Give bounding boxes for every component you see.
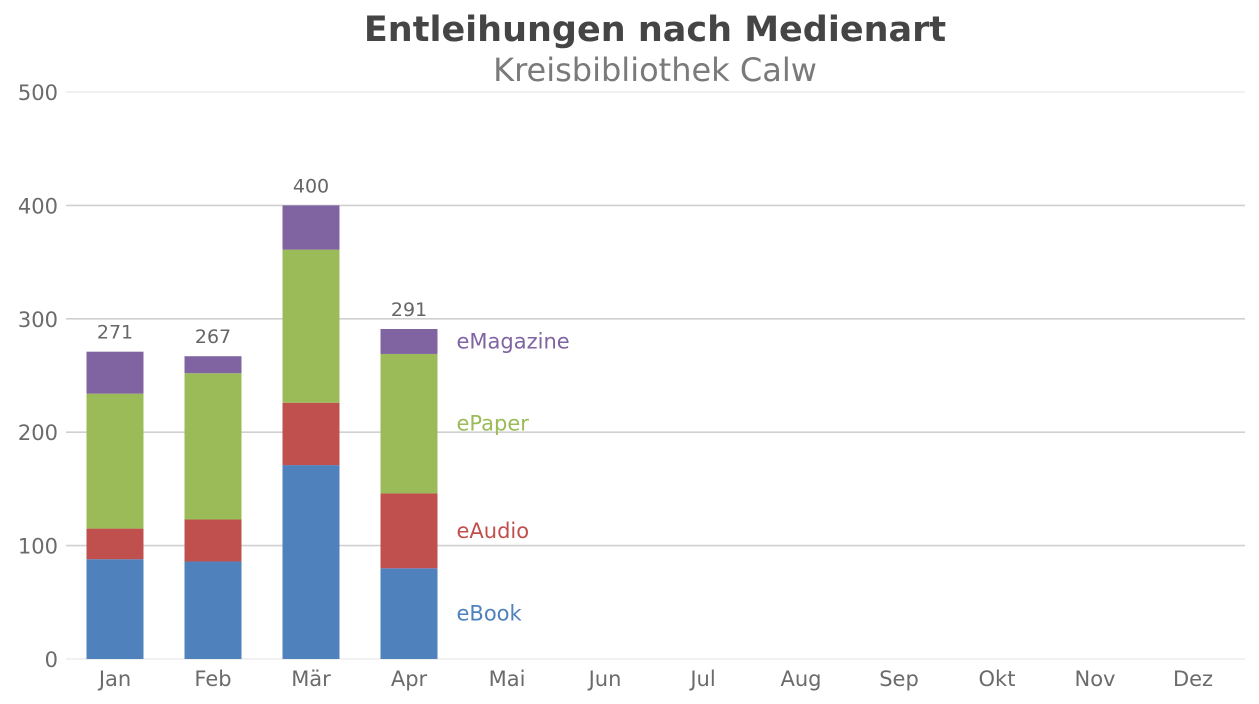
y-tick-label: 400 — [18, 194, 58, 218]
x-tick-label: Mai — [489, 667, 526, 691]
chart-title: Entleihungen nach Medienart — [363, 10, 947, 50]
bar-segment-epaper — [184, 373, 242, 520]
series-label-emagazine: eMagazine — [457, 329, 570, 353]
x-tick-label: Jun — [587, 667, 622, 691]
bar-segment-eaudio — [184, 519, 242, 562]
bar-total-label: 291 — [391, 299, 427, 321]
bar-segment-ebook — [86, 559, 144, 659]
x-tick-label: Dez — [1173, 667, 1213, 691]
series-label-eaudio: eAudio — [457, 519, 530, 543]
series-label-ebook: eBook — [457, 602, 523, 626]
x-tick-label: Okt — [979, 667, 1016, 691]
gridlines — [66, 91, 1245, 660]
bars — [86, 205, 438, 659]
y-tick-label: 200 — [18, 421, 58, 445]
bar-segment-emagazine — [380, 329, 438, 354]
y-tick-label: 100 — [18, 535, 58, 559]
x-tick-label: Nov — [1075, 667, 1116, 691]
bar-segment-ebook — [282, 465, 340, 659]
bar-segment-epaper — [380, 353, 438, 494]
bar-segment-eaudio — [380, 493, 438, 569]
bar-segment-epaper — [282, 249, 340, 403]
bar-segment-ebook — [184, 561, 242, 659]
x-tick-label: Apr — [391, 667, 428, 691]
labels: 0 100 200 300 400 500 Jan Feb Mär Apr Mai Jun Jul Aug… — [18, 81, 1213, 691]
bar-segment-eaudio — [282, 402, 340, 466]
x-tick-label: Jan — [97, 667, 131, 691]
x-tick-label: Sep — [879, 667, 919, 691]
y-tick-label: 300 — [18, 308, 58, 332]
x-tick-label: Feb — [194, 667, 231, 691]
bar-segment-emagazine — [184, 356, 242, 374]
chart-subtitle: Kreisbibliothek Calw — [493, 51, 817, 89]
x-tick-label: Aug — [780, 667, 821, 691]
x-tick-label: Mär — [291, 667, 331, 691]
y-tick-label: 500 — [18, 81, 58, 105]
x-tick-label: Jul — [688, 667, 715, 691]
bar-total-label: 400 — [293, 175, 329, 197]
y-tick-label: 0 — [45, 648, 58, 672]
bar-segment-emagazine — [282, 205, 340, 250]
bar-segment-eaudio — [86, 528, 144, 560]
bar-total-label: 271 — [97, 322, 133, 344]
bar-segment-epaper — [86, 393, 144, 529]
bar-segment-ebook — [380, 568, 438, 659]
bar-total-label: 267 — [195, 326, 231, 348]
series-label-epaper: ePaper — [457, 412, 530, 436]
bar-segment-emagazine — [86, 351, 144, 394]
